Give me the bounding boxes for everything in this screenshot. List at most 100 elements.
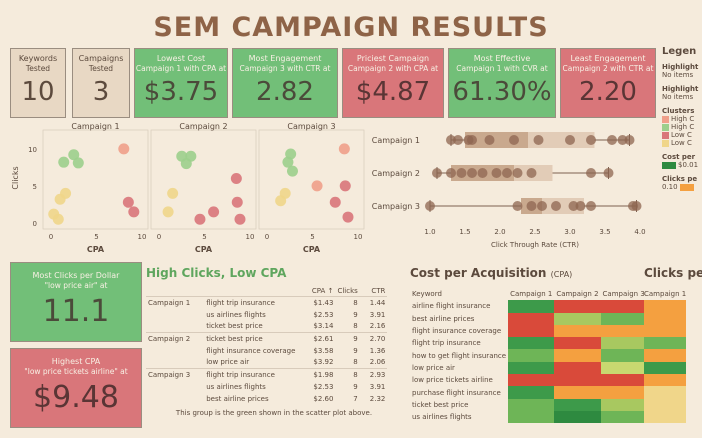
- scatter-point[interactable]: [122, 196, 134, 208]
- cpa-heat-cell[interactable]: [600, 324, 647, 338]
- cpp-heat-cell[interactable]: [644, 324, 687, 338]
- cpa-heat-cell[interactable]: [554, 300, 601, 313]
- cpa-heat-cell[interactable]: [600, 361, 647, 375]
- cpa-heat-cell[interactable]: [508, 374, 555, 387]
- cpa-heat-cell[interactable]: [508, 361, 555, 375]
- table-row[interactable]: [644, 398, 687, 411]
- cpa-heat-cell[interactable]: [600, 386, 647, 399]
- cpa-heat-cell[interactable]: [600, 300, 647, 313]
- boxplot-point[interactable]: [432, 168, 442, 178]
- cpa-heat-cell[interactable]: [508, 349, 555, 362]
- scatter-point[interactable]: [167, 187, 179, 199]
- scatter-point[interactable]: [194, 213, 206, 225]
- table-row[interactable]: low price air: [410, 361, 647, 375]
- table-row[interactable]: [644, 374, 687, 387]
- cpp-heat-cell[interactable]: [644, 386, 687, 399]
- scatter-point[interactable]: [275, 195, 287, 207]
- scatter-point[interactable]: [342, 211, 354, 223]
- boxplot-point[interactable]: [491, 168, 502, 178]
- cpa-heat-cell[interactable]: [508, 398, 555, 411]
- cpp-heat-cell[interactable]: [644, 361, 687, 375]
- table-row[interactable]: ticket best price: [410, 398, 647, 411]
- boxplot-point[interactable]: [453, 135, 463, 145]
- scatter-point[interactable]: [208, 206, 220, 218]
- kpi-card-5[interactable]: Most Effective Campaign 1 with CVR at 61.3…: [448, 48, 556, 118]
- table-row[interactable]: best airline prices $2.60 7 2.32: [146, 393, 387, 405]
- scatter-point[interactable]: [52, 213, 64, 225]
- boxplot-point[interactable]: [624, 135, 635, 145]
- boxplot-point[interactable]: [537, 201, 547, 211]
- legend-cluster-item[interactable]: Low C: [662, 131, 702, 139]
- table-row[interactable]: [644, 300, 687, 313]
- boxplot-point[interactable]: [568, 201, 579, 211]
- legend-cluster-item[interactable]: High C: [662, 123, 702, 131]
- scatter-point[interactable]: [162, 206, 174, 218]
- boxplot-point[interactable]: [502, 168, 512, 178]
- scatter-point[interactable]: [339, 180, 351, 192]
- table-row[interactable]: us airlines flights $2.53 9 3.91: [146, 309, 387, 321]
- cpp-heat-cell[interactable]: [644, 349, 687, 362]
- scatter-point[interactable]: [68, 149, 80, 161]
- boxplot-point[interactable]: [607, 135, 617, 145]
- kpi-card-4[interactable]: Priciest Campaign Campaign 2 with CPA at $…: [342, 48, 444, 118]
- kpi-card-2[interactable]: Lowest Cost Campaign 1 with CPA at $3.75: [134, 48, 228, 118]
- scatter-point[interactable]: [338, 143, 350, 155]
- table-row[interactable]: low price air $3.92 8 2.06: [146, 357, 387, 369]
- cpa-heat-cell[interactable]: [600, 349, 647, 362]
- scatter-point[interactable]: [286, 165, 298, 177]
- cpa-heat-cell[interactable]: [554, 324, 601, 338]
- scatter-point[interactable]: [60, 187, 72, 199]
- cpa-heat-cell[interactable]: [600, 410, 647, 424]
- boxplot-point[interactable]: [533, 135, 544, 145]
- boxplot-point[interactable]: [456, 168, 467, 178]
- table-row[interactable]: [644, 361, 687, 375]
- table-row[interactable]: us airlines flights $2.53 9 3.91: [146, 381, 387, 393]
- cpa-heat-cell[interactable]: [554, 349, 601, 362]
- table-row[interactable]: best airline prices: [410, 312, 647, 325]
- scatter-point[interactable]: [128, 206, 140, 218]
- highest-cpa-card[interactable]: Highest CPA "low price tickets airline" …: [10, 348, 142, 428]
- boxplot-point[interactable]: [565, 135, 575, 145]
- table-row[interactable]: flight insurance coverage: [410, 324, 647, 338]
- cpa-heat-cell[interactable]: [554, 410, 601, 424]
- cpp-heat-cell[interactable]: [644, 374, 687, 387]
- scatter-point[interactable]: [231, 196, 243, 208]
- cpp-heat-cell[interactable]: [644, 398, 687, 411]
- cpa-heat-cell[interactable]: [508, 337, 555, 350]
- table-row[interactable]: flight trip insurance: [410, 337, 647, 350]
- scatter-point[interactable]: [180, 158, 192, 170]
- cpa-heat-cell[interactable]: [554, 361, 601, 375]
- table-row[interactable]: [644, 349, 687, 362]
- hc-header-cell[interactable]: Clicks: [337, 287, 358, 295]
- boxplot-point[interactable]: [631, 201, 642, 211]
- kpi-card-0[interactable]: Keywords Tested 10: [10, 48, 66, 118]
- boxplot-point[interactable]: [526, 201, 537, 211]
- table-row[interactable]: [644, 386, 687, 399]
- kpi-card-1[interactable]: Campaigns Tested 3: [72, 48, 130, 118]
- boxplot-point[interactable]: [603, 168, 614, 178]
- cpp-heat-cell[interactable]: [644, 410, 687, 424]
- cpa-heat-cell[interactable]: [600, 398, 647, 411]
- boxplot-point[interactable]: [526, 168, 537, 178]
- boxplot-point[interactable]: [425, 201, 435, 211]
- boxplot-point[interactable]: [586, 168, 596, 178]
- scatter-point[interactable]: [118, 143, 130, 155]
- table-row[interactable]: [644, 337, 687, 350]
- clicks-vs-cpa-scatter[interactable]: Clicks 0 5 10 Campaign 1 0 5 10 CPA Campaign 2 0 5 1…: [8, 120, 366, 255]
- cpp-heat-cell[interactable]: [644, 312, 687, 325]
- boxplot-point[interactable]: [467, 135, 477, 145]
- boxplot-point[interactable]: [484, 135, 495, 145]
- table-row[interactable]: how to get flight insurance: [410, 349, 647, 362]
- cpa-heat-cell[interactable]: [600, 337, 647, 350]
- cpa-heat-cell[interactable]: [508, 312, 555, 325]
- cpa-heat-cell[interactable]: [554, 312, 601, 325]
- scatter-point[interactable]: [58, 156, 70, 168]
- table-row[interactable]: [644, 324, 687, 338]
- table-row[interactable]: us airlines flights: [410, 410, 647, 424]
- table-row[interactable]: purchase flight insurance: [410, 386, 647, 399]
- kpi-card-6[interactable]: Least Engagement Campaign 2 with CTR at 2.…: [560, 48, 656, 118]
- boxplot-point[interactable]: [467, 168, 477, 178]
- boxplot-point[interactable]: [446, 168, 456, 178]
- boxplot-point[interactable]: [509, 135, 519, 145]
- hc-header-cell[interactable]: CPA ↑: [311, 287, 334, 295]
